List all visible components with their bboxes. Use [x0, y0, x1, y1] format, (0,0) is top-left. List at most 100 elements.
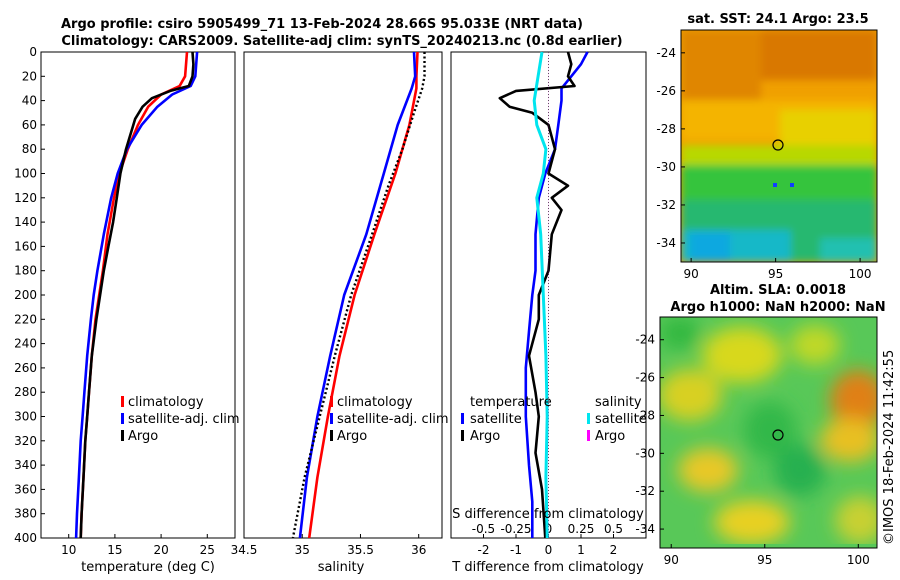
temperature-panel: 0 20 40 60 80 100 120 140 160 180 200 220 240 260 280 3…	[14, 45, 240, 575]
legend-label-s-argo: Argo	[595, 429, 625, 444]
legend-label-satellite-adj: satellite-adj. clim	[128, 412, 240, 427]
legend-label-argo: Argo	[337, 429, 367, 444]
y-tick-label: 80	[22, 142, 37, 156]
y-tick-label: 280	[14, 385, 37, 399]
sla-map-title-line1: Altim. SLA: 0.0018	[710, 283, 846, 298]
x-tick-label: 34.5	[231, 543, 258, 557]
series-line	[79, 51, 195, 539]
top-x-tick-label: 0.25	[568, 522, 595, 536]
map-x-tick-label: 95	[757, 553, 772, 567]
legend-label-argo: Argo	[128, 429, 158, 444]
map-y-tick-label: -30	[656, 160, 676, 174]
temperature-legend: climatology satellite-adj. clim Argo	[121, 395, 240, 444]
sla-map-ticks: 90 95 100 -24 -26 -28 -30 -32 -34	[635, 333, 869, 567]
legend-swatch-argo	[121, 430, 124, 441]
series-line	[74, 51, 199, 539]
salinity-legend: climatology satellite-adj. clim Argo	[330, 395, 449, 444]
sst-cold-pixel	[773, 183, 777, 187]
y-tick-label: 240	[14, 337, 37, 351]
legend-label-satellite-adj: satellite-adj. clim	[337, 412, 449, 427]
sla-field	[660, 317, 877, 548]
difference-legend: temperature satellite Argo salinity sate…	[461, 395, 647, 444]
salinity-xlabel: salinity	[318, 560, 365, 575]
y-tick-label: 360	[14, 482, 37, 496]
legend-swatch-satellite-adj	[121, 413, 124, 424]
map-y-tick-label: -24	[635, 333, 655, 347]
imos-watermark: ©IMOS 18-Feb-2024 11:42:55	[882, 350, 897, 545]
legend-swatch-t-satellite	[461, 413, 464, 424]
legend-title-salinity: salinity	[595, 395, 642, 410]
x-tick-label: 25	[200, 543, 215, 557]
legend-swatch-climatology	[330, 396, 333, 407]
y-tick-label: 100	[14, 167, 37, 181]
series-line	[298, 51, 417, 539]
difference-series	[498, 51, 589, 539]
legend-label-s-satellite: satellite	[595, 412, 647, 427]
legend-swatch-climatology	[121, 396, 124, 407]
x-tick-label: -2	[478, 543, 490, 557]
map-y-tick-label: -26	[635, 371, 655, 385]
sst-map-frame	[680, 29, 878, 263]
map-y-tick-label: -32	[656, 198, 676, 212]
sst-blobs	[681, 30, 877, 262]
map-y-tick-label: -34	[635, 522, 655, 536]
temperature-y-ticks: 0 20 40 60 80 100 120 140 160 180 200 220 240 260 280 3…	[14, 45, 45, 545]
y-tick-label: 120	[14, 191, 37, 205]
y-tick-label: 140	[14, 215, 37, 229]
salinity-axes	[243, 51, 443, 539]
y-tick-label: 300	[14, 410, 37, 424]
sst-map-title: sat. SST: 24.1 Argo: 23.5	[687, 12, 868, 27]
sst-cold-pixel	[790, 183, 794, 187]
map-y-tick-label: -24	[656, 46, 676, 60]
salinity-series	[291, 51, 426, 539]
legend-label-climatology: climatology	[337, 395, 413, 410]
sst-field	[681, 30, 877, 262]
legend-swatch-argo	[330, 430, 333, 441]
map-y-tick-label: -28	[656, 122, 676, 136]
legend-label-climatology: climatology	[128, 395, 204, 410]
x-tick-label: -1	[510, 543, 522, 557]
legend-swatch-satellite-adj	[330, 413, 333, 424]
figure-title-line1: Argo profile: csiro 5905499_71 13-Feb-20…	[61, 17, 583, 32]
x-tick-label: 20	[153, 543, 168, 557]
map-y-tick-label: -34	[656, 236, 676, 250]
x-tick-label: 1	[577, 543, 585, 557]
map-x-tick-label: 100	[849, 267, 872, 281]
y-tick-label: 0	[29, 45, 37, 59]
argo-location-marker	[772, 139, 784, 151]
legend-label-t-argo: Argo	[470, 429, 500, 444]
legend-swatch-s-argo	[587, 430, 590, 441]
y-tick-label: 200	[14, 288, 37, 302]
map-y-tick-label: -32	[635, 484, 655, 498]
y-tick-label: 400	[14, 531, 37, 545]
map-x-tick-label: 90	[683, 267, 698, 281]
x-tick-label: 35.5	[347, 543, 374, 557]
map-y-tick-label: -26	[656, 84, 676, 98]
x-tick-label: 35	[295, 543, 310, 557]
series-line	[524, 51, 589, 538]
difference-top-xlabel: S difference from climatology	[452, 507, 644, 522]
map-y-tick-label: -28	[635, 408, 655, 422]
temperature-xlabel: temperature (deg C)	[81, 560, 215, 575]
legend-label-t-satellite: satellite	[470, 412, 522, 427]
x-tick-label: 0	[545, 543, 553, 557]
y-tick-label: 380	[14, 507, 37, 521]
series-line	[532, 51, 549, 539]
salinity-panel: 34.5 35 35.5 36 salinity climatology satell…	[231, 51, 449, 575]
y-tick-label: 220	[14, 312, 37, 326]
y-tick-label: 260	[14, 361, 37, 375]
top-x-tick-label: -0.25	[500, 522, 531, 536]
y-tick-label: 320	[14, 434, 37, 448]
temperature-x-ticks: 10 15 20 25	[61, 534, 215, 557]
legend-swatch-s-satellite	[587, 413, 590, 424]
legend-swatch-t-argo	[461, 430, 464, 441]
legend-title-temperature: temperature	[470, 395, 552, 410]
series-line	[291, 52, 426, 539]
map-x-tick-label: 100	[847, 553, 870, 567]
sla-map: Altim. SLA: 0.0018 Argo h1000: NaN h2000…	[635, 283, 885, 567]
sla-map-title-line2: Argo h1000: NaN h2000: NaN	[670, 300, 885, 315]
y-tick-label: 160	[14, 239, 37, 253]
y-tick-label: 40	[22, 94, 37, 108]
salinity-x-ticks: 34.5 35 35.5 36	[231, 534, 426, 557]
